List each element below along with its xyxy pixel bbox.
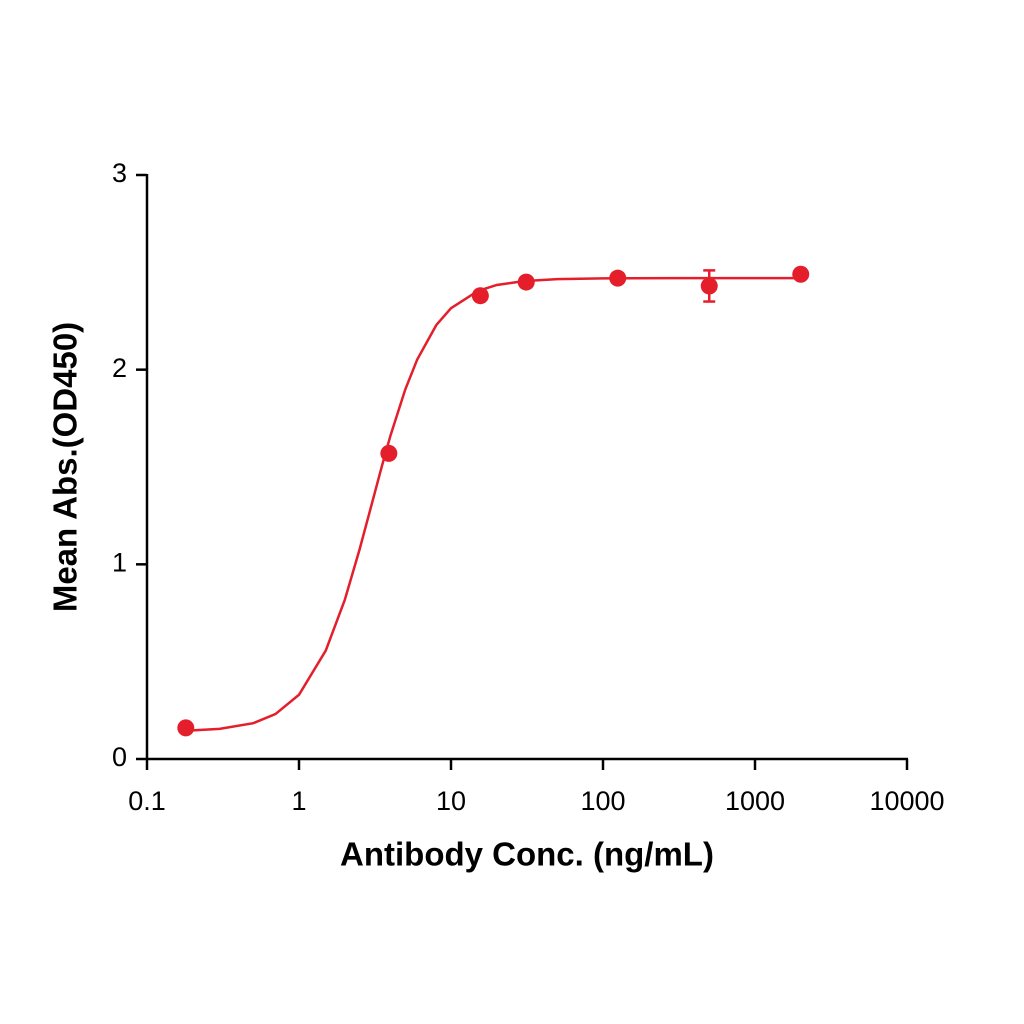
x-axis-title: Antibody Conc. (ng/mL)	[340, 836, 714, 873]
data-point	[517, 273, 535, 291]
y-tick-label: 1	[112, 547, 127, 577]
y-tick-label: 3	[112, 158, 127, 188]
y-axis-title: Mean Abs.(OD450)	[47, 322, 84, 612]
data-point	[609, 269, 627, 287]
x-tick-label: 100	[580, 786, 625, 816]
x-tick-label: 1	[291, 786, 306, 816]
x-tick-label: 10000	[869, 786, 944, 816]
y-tick-label: 0	[112, 742, 127, 772]
x-tick-label: 0.1	[128, 786, 166, 816]
x-tick-label: 1000	[725, 786, 785, 816]
fit-curve	[185, 276, 801, 733]
data-point	[471, 287, 489, 305]
data-point	[380, 444, 398, 462]
y-tick-label: 2	[112, 353, 127, 383]
data-point	[700, 277, 718, 295]
data-point	[177, 719, 195, 737]
data-point	[792, 265, 810, 283]
x-tick-label: 10	[436, 786, 466, 816]
